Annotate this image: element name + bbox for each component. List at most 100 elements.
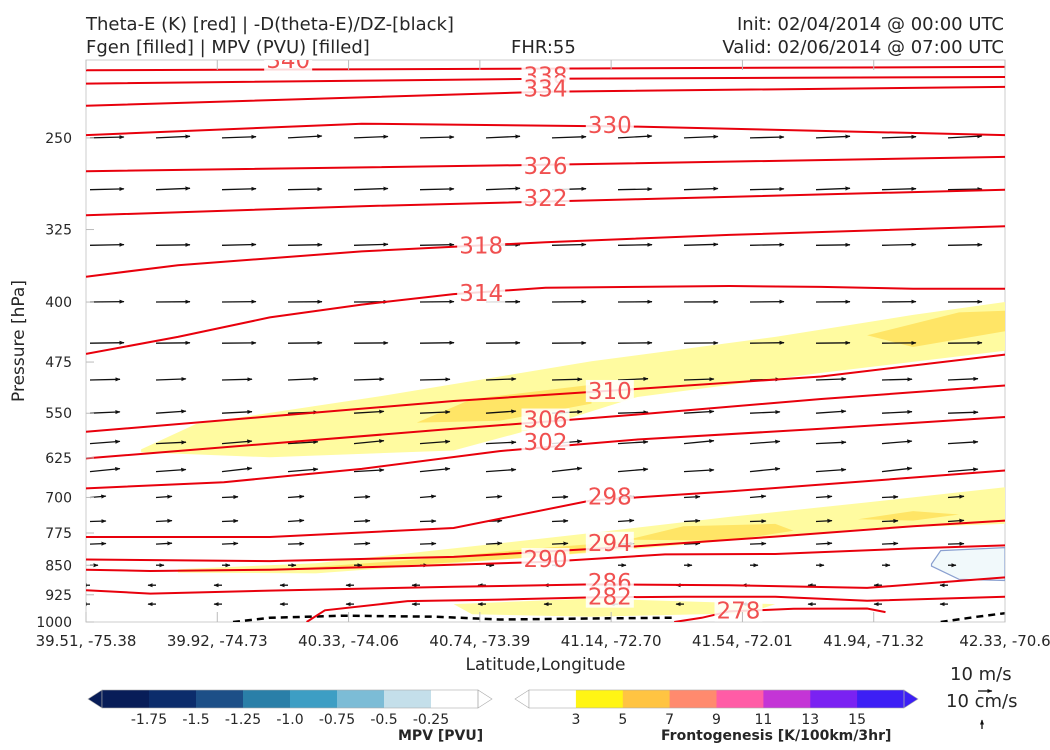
theta-e-label-282: 282: [588, 585, 632, 611]
wind-vector-9: [683, 134, 719, 139]
wind-vector-20: [485, 186, 521, 191]
wind-vector-120: [617, 467, 649, 473]
theta-e-contour-310: [86, 353, 1005, 433]
wind-vector-112: [89, 466, 121, 473]
fgen-colorbar-swatch-3: [669, 690, 717, 708]
fgen-region-6: [858, 511, 959, 521]
wind-vector-88: [353, 409, 385, 414]
wind-vector-155: [155, 541, 173, 546]
wind-vector-23: [683, 186, 719, 191]
wind-vector-158: [353, 541, 371, 546]
theta-e-label-314: 314: [459, 281, 503, 307]
wind-vector-157: [287, 541, 305, 546]
wind-vector-70: [89, 377, 121, 382]
wind-vector-82: [881, 377, 913, 382]
wind-vector-73: [287, 376, 319, 381]
wind-vector-104: [485, 440, 517, 445]
theta-e-label-278: 278: [717, 599, 761, 625]
wind-vector-79: [683, 377, 715, 382]
mpv-colorbar-tick-0: -1.75: [131, 712, 167, 728]
wind-vector-148: [617, 518, 635, 523]
wind-vector-89: [419, 410, 451, 415]
wind-vector-4: [353, 134, 389, 139]
wind-vector-41: [947, 242, 983, 247]
wind-vector-81: [815, 376, 847, 382]
wind-vector-108: [749, 439, 781, 445]
mpv-colorbar-tick-1: -1.5: [182, 712, 209, 728]
wind-vector-136: [749, 494, 767, 499]
y-tick-label-400: 400: [45, 295, 72, 311]
wind-vector-110: [881, 439, 913, 445]
wind-vector-37: [683, 242, 719, 247]
x-tick-label-5: 41.54, -72.01: [692, 632, 793, 650]
mpv-colorbar-swatch-6: [384, 690, 432, 708]
fgen-colorbar-tick-5: 13: [801, 712, 819, 728]
y-tick-label-925: 925: [45, 588, 72, 604]
wind-vector-72: [221, 377, 253, 382]
wind-vector-132: [485, 494, 503, 499]
theta-e-label-bg-294: [585, 531, 634, 554]
wind-vector-71: [155, 376, 187, 382]
y-tick-label-550: 550: [45, 406, 72, 422]
mpv-colorbar-swatch-3: [243, 690, 291, 708]
mpv-colorbar-extend-right: [477, 689, 493, 709]
mpv-colorbar-tick-6: -0.25: [413, 712, 449, 728]
theta-e-contour-286: [86, 576, 1005, 595]
y-tick-label-775: 775: [45, 526, 72, 542]
wind-vector-161: [551, 541, 569, 546]
fgen-colorbar-tick-6: 15: [848, 712, 866, 728]
fgen-colorbar-tick-2: 7: [665, 712, 674, 728]
theta-e-label-bg-326: [521, 155, 570, 178]
wind-vector-140: [89, 519, 107, 524]
wind-vector-127: [155, 494, 173, 499]
x-tick-label-2: 40.33, -74.06: [298, 632, 399, 650]
fgen-region-2: [867, 310, 1005, 347]
fgen-colorbar-outline: [528, 689, 905, 709]
theta-e-label-290: 290: [524, 547, 568, 573]
wind-vector-163: [683, 541, 701, 546]
wind-vector-1: [155, 134, 191, 139]
wind-vector-78: [617, 376, 649, 381]
wind-vector-130: [353, 494, 371, 499]
theta-e-label-bg-302: [521, 430, 570, 453]
wind-vector-118: [485, 467, 517, 473]
fgen-colorbar-swatch-2: [622, 690, 671, 708]
wind-vector-150: [749, 519, 767, 524]
fgen-colorbar-swatch-4: [716, 690, 764, 708]
theta-e-label-318: 318: [459, 233, 503, 259]
wind-vector-138: [881, 494, 899, 500]
mpv-colorbar-tick-2: -1.25: [225, 712, 261, 728]
theta-e-label-310: 310: [588, 379, 632, 405]
mpv-colorbar-swatch-5: [337, 690, 385, 708]
wind-vector-76: [485, 376, 517, 382]
wind-vector-66: [749, 340, 785, 345]
theta-e-contour-294: [86, 519, 1005, 563]
wind-vector-137: [815, 494, 833, 499]
init-time-label: Init: 02/04/2014 @ 00:00 UTC: [736, 14, 1004, 35]
wind-vector-121: [683, 468, 715, 473]
wind-vector-16: [221, 186, 257, 191]
fgen-region-5: [628, 523, 794, 541]
fgen-region-3: [177, 487, 1005, 574]
fgen-colorbar-tick-3: 9: [712, 712, 721, 728]
wind-vector-156: [221, 541, 239, 546]
theta-e-label-bg-290: [521, 548, 570, 571]
mpv-colorbar-swatch-2: [196, 690, 244, 708]
wind-vector-96: [881, 409, 913, 415]
theta-e-label-bg-340: [264, 60, 313, 71]
wind-vector-141: [155, 518, 173, 523]
mpv-colorbar-tick-3: -1.0: [276, 712, 303, 728]
theta-e-label-bg-310: [585, 379, 634, 402]
wind-vector-31: [287, 242, 323, 247]
valid-time-label: Valid: 02/06/2014 @ 07:00 UTC: [722, 37, 1004, 58]
fgen-colorbar-swatch-7: [857, 690, 905, 708]
wind-vector-26: [881, 186, 917, 191]
wind-vector-94: [749, 410, 781, 415]
fgen-colorbar-extend-left: [514, 689, 530, 709]
wind-vector-5: [419, 135, 455, 140]
wind-vector-151: [815, 518, 833, 523]
wind-vector-19: [419, 186, 455, 192]
y-tick-label-475: 475: [45, 355, 72, 371]
wind-vector-113: [155, 467, 187, 473]
wind-vector-40: [881, 242, 917, 247]
